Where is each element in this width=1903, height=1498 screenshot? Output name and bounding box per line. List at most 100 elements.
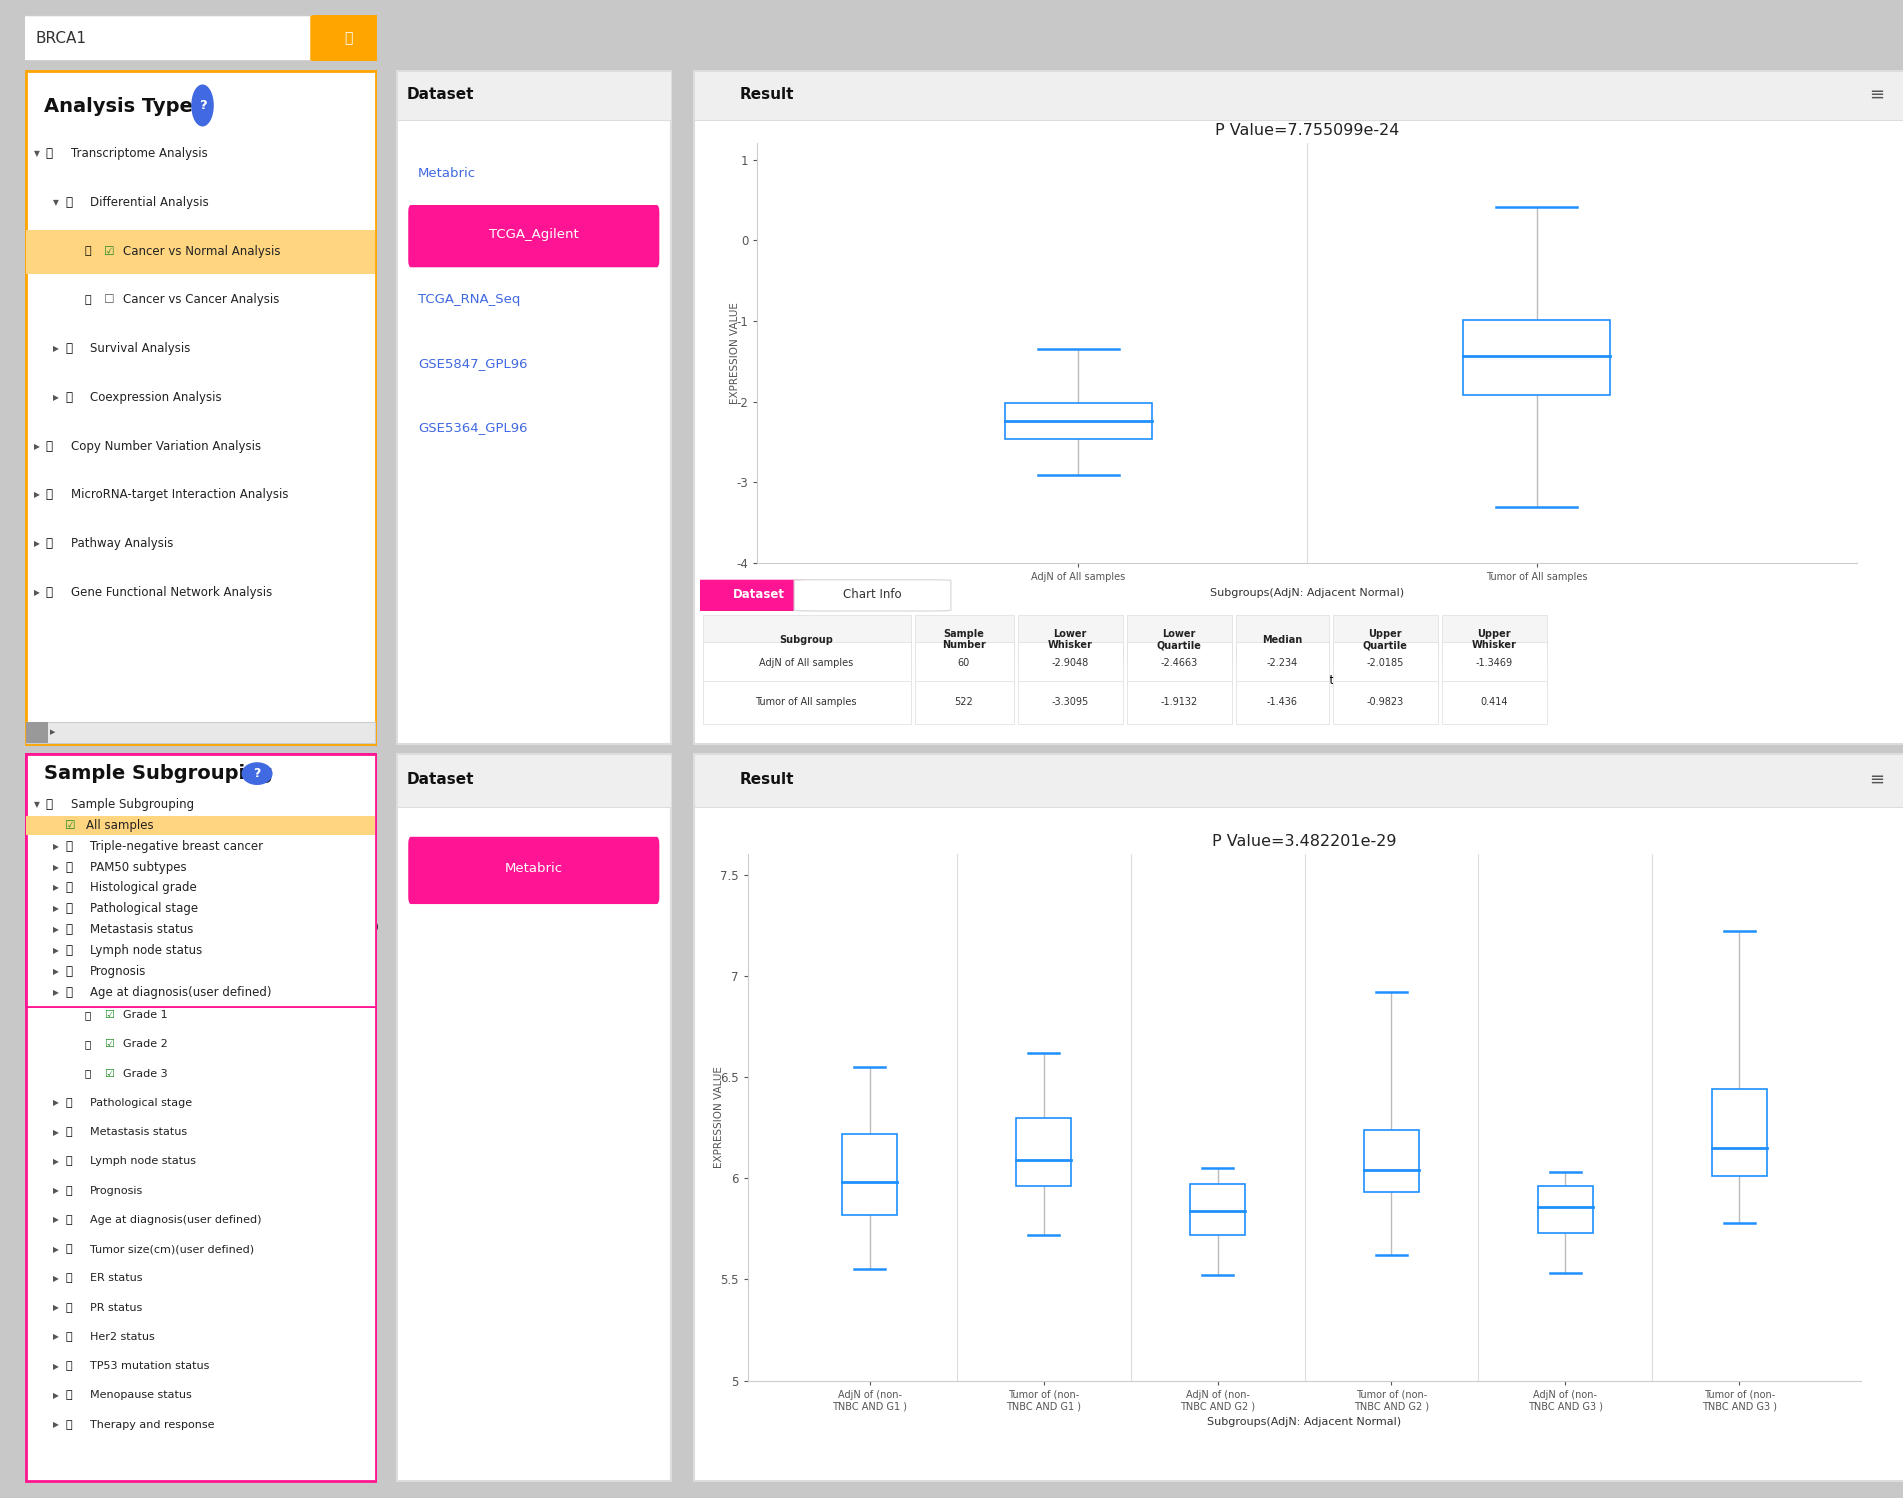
- Text: Grade 3: Grade 3: [124, 1068, 167, 1079]
- Bar: [841, 1134, 898, 1215]
- Circle shape: [242, 762, 259, 798]
- FancyBboxPatch shape: [695, 70, 1903, 120]
- Text: Age at diagnosis(user defined): Age at diagnosis(user defined): [89, 1215, 261, 1225]
- Text: ≡: ≡: [1869, 85, 1884, 103]
- Text: ▶: ▶: [53, 968, 59, 977]
- Text: Copy Number Variation Analysis: Copy Number Variation Analysis: [70, 439, 261, 452]
- FancyBboxPatch shape: [695, 70, 1903, 745]
- Text: Median: Median: [1262, 635, 1302, 644]
- FancyBboxPatch shape: [396, 753, 672, 807]
- Text: ☐: ☐: [105, 294, 114, 306]
- Text: ▶: ▶: [34, 442, 40, 451]
- Text: Sample Subgrouping: Sample Subgrouping: [70, 798, 194, 810]
- Text: ☑: ☑: [105, 893, 114, 903]
- Text: Sample
Number: Sample Number: [942, 629, 986, 650]
- Text: ▶: ▶: [49, 730, 55, 736]
- FancyBboxPatch shape: [915, 643, 1014, 685]
- Text: Pathological stage: Pathological stage: [89, 1098, 192, 1109]
- Text: 📄: 📄: [84, 893, 91, 903]
- FancyBboxPatch shape: [27, 755, 375, 1007]
- FancyBboxPatch shape: [1018, 643, 1123, 685]
- FancyBboxPatch shape: [1442, 614, 1547, 662]
- Text: Age at diagnosis(user defined): Age at diagnosis(user defined): [89, 986, 272, 999]
- Text: ▶: ▶: [53, 947, 59, 956]
- Text: Differential Analysis: Differential Analysis: [89, 196, 209, 208]
- Text: ▶: ▶: [34, 587, 40, 596]
- Text: Metabric: Metabric: [504, 863, 563, 875]
- Text: 📁: 📁: [65, 981, 72, 990]
- FancyBboxPatch shape: [27, 722, 375, 743]
- FancyBboxPatch shape: [683, 580, 837, 611]
- Text: ▶: ▶: [53, 884, 59, 893]
- Text: GSE5364_GPL96: GSE5364_GPL96: [419, 421, 527, 434]
- Text: ▶: ▶: [53, 905, 59, 914]
- Text: Survival Analysis: Survival Analysis: [89, 342, 190, 355]
- FancyBboxPatch shape: [702, 614, 912, 662]
- FancyBboxPatch shape: [27, 70, 375, 745]
- Text: ▶: ▶: [34, 539, 40, 548]
- FancyBboxPatch shape: [1018, 614, 1123, 662]
- Text: Metastasis status: Metastasis status: [89, 1126, 186, 1137]
- Text: -2.4663: -2.4663: [1161, 659, 1197, 668]
- Text: 📁: 📁: [46, 488, 53, 502]
- Text: ▶: ▶: [53, 1390, 59, 1399]
- Text: ☑: ☑: [105, 244, 114, 258]
- Text: Chart Info: Chart Info: [843, 589, 902, 601]
- FancyBboxPatch shape: [1235, 614, 1330, 662]
- Text: Her2 status: Her2 status: [89, 1332, 154, 1342]
- Circle shape: [242, 762, 272, 785]
- Text: -3.3095: -3.3095: [1050, 697, 1089, 707]
- Text: PR status: PR status: [89, 1303, 143, 1312]
- Text: Sample Subgrouping: Sample Subgrouping: [44, 764, 272, 783]
- Bar: [1711, 1089, 1768, 1176]
- FancyBboxPatch shape: [27, 753, 375, 1482]
- Text: 📁: 📁: [65, 986, 72, 999]
- Text: Tumor of All samples: Tumor of All samples: [755, 697, 856, 707]
- Text: 📄: 📄: [84, 246, 91, 256]
- Text: All samples: All samples: [86, 834, 150, 845]
- Text: -2.0185: -2.0185: [1366, 659, 1404, 668]
- Text: ?: ?: [198, 99, 206, 112]
- Text: 📁: 📁: [65, 864, 72, 873]
- FancyBboxPatch shape: [1235, 643, 1330, 685]
- Text: 📁: 📁: [46, 806, 53, 815]
- Text: 📁: 📁: [65, 342, 72, 355]
- Text: Grade 2: Grade 2: [124, 1040, 167, 1050]
- Text: Non-Triple-negative breast cancer (Non-TNBC): Non-Triple-negative breast cancer (Non-T…: [124, 923, 379, 932]
- FancyBboxPatch shape: [1442, 682, 1547, 724]
- FancyBboxPatch shape: [1018, 682, 1123, 724]
- Text: ▶: ▶: [53, 926, 59, 935]
- Text: Dataset: Dataset: [733, 589, 786, 601]
- Text: -0.9823: -0.9823: [1366, 697, 1404, 707]
- Text: Dataset: Dataset: [407, 87, 474, 102]
- Text: Tumor size(cm)(user defined): Tumor size(cm)(user defined): [89, 1245, 253, 1254]
- Text: 📁: 📁: [65, 1332, 72, 1342]
- Text: ▶: ▶: [53, 1245, 59, 1254]
- Text: ▼: ▼: [34, 800, 40, 809]
- Text: 📁: 📁: [65, 1303, 72, 1312]
- FancyBboxPatch shape: [1235, 682, 1330, 724]
- Text: ▼: ▼: [53, 864, 59, 873]
- Text: 📄: 📄: [84, 1040, 91, 1050]
- FancyBboxPatch shape: [915, 682, 1014, 724]
- Text: Triple-negative breast cancer: Triple-negative breast cancer: [89, 840, 263, 852]
- Text: Result: Result: [740, 87, 794, 102]
- Text: Pathological stage: Pathological stage: [89, 902, 198, 915]
- Text: TCGA_RNA_Seq: TCGA_RNA_Seq: [419, 292, 520, 306]
- Text: ≡: ≡: [1869, 771, 1884, 789]
- Text: 📁: 📁: [46, 798, 53, 810]
- FancyBboxPatch shape: [396, 70, 672, 745]
- Text: 📁: 📁: [65, 881, 72, 894]
- Text: 📄: 📄: [84, 1068, 91, 1079]
- Text: ▶: ▶: [53, 863, 59, 872]
- Text: ☑: ☑: [105, 923, 114, 932]
- Text: -2.234: -2.234: [1265, 659, 1298, 668]
- Text: 📁: 📁: [65, 1215, 72, 1225]
- Text: 0.414: 0.414: [1481, 697, 1507, 707]
- FancyBboxPatch shape: [915, 614, 1014, 662]
- Text: 📁: 📁: [46, 439, 53, 452]
- Text: Triple-negative breast cancer: Triple-negative breast cancer: [89, 864, 253, 873]
- Text: 📁: 📁: [65, 1156, 72, 1167]
- FancyBboxPatch shape: [695, 753, 1903, 1482]
- Text: 📁: 📁: [65, 1098, 72, 1109]
